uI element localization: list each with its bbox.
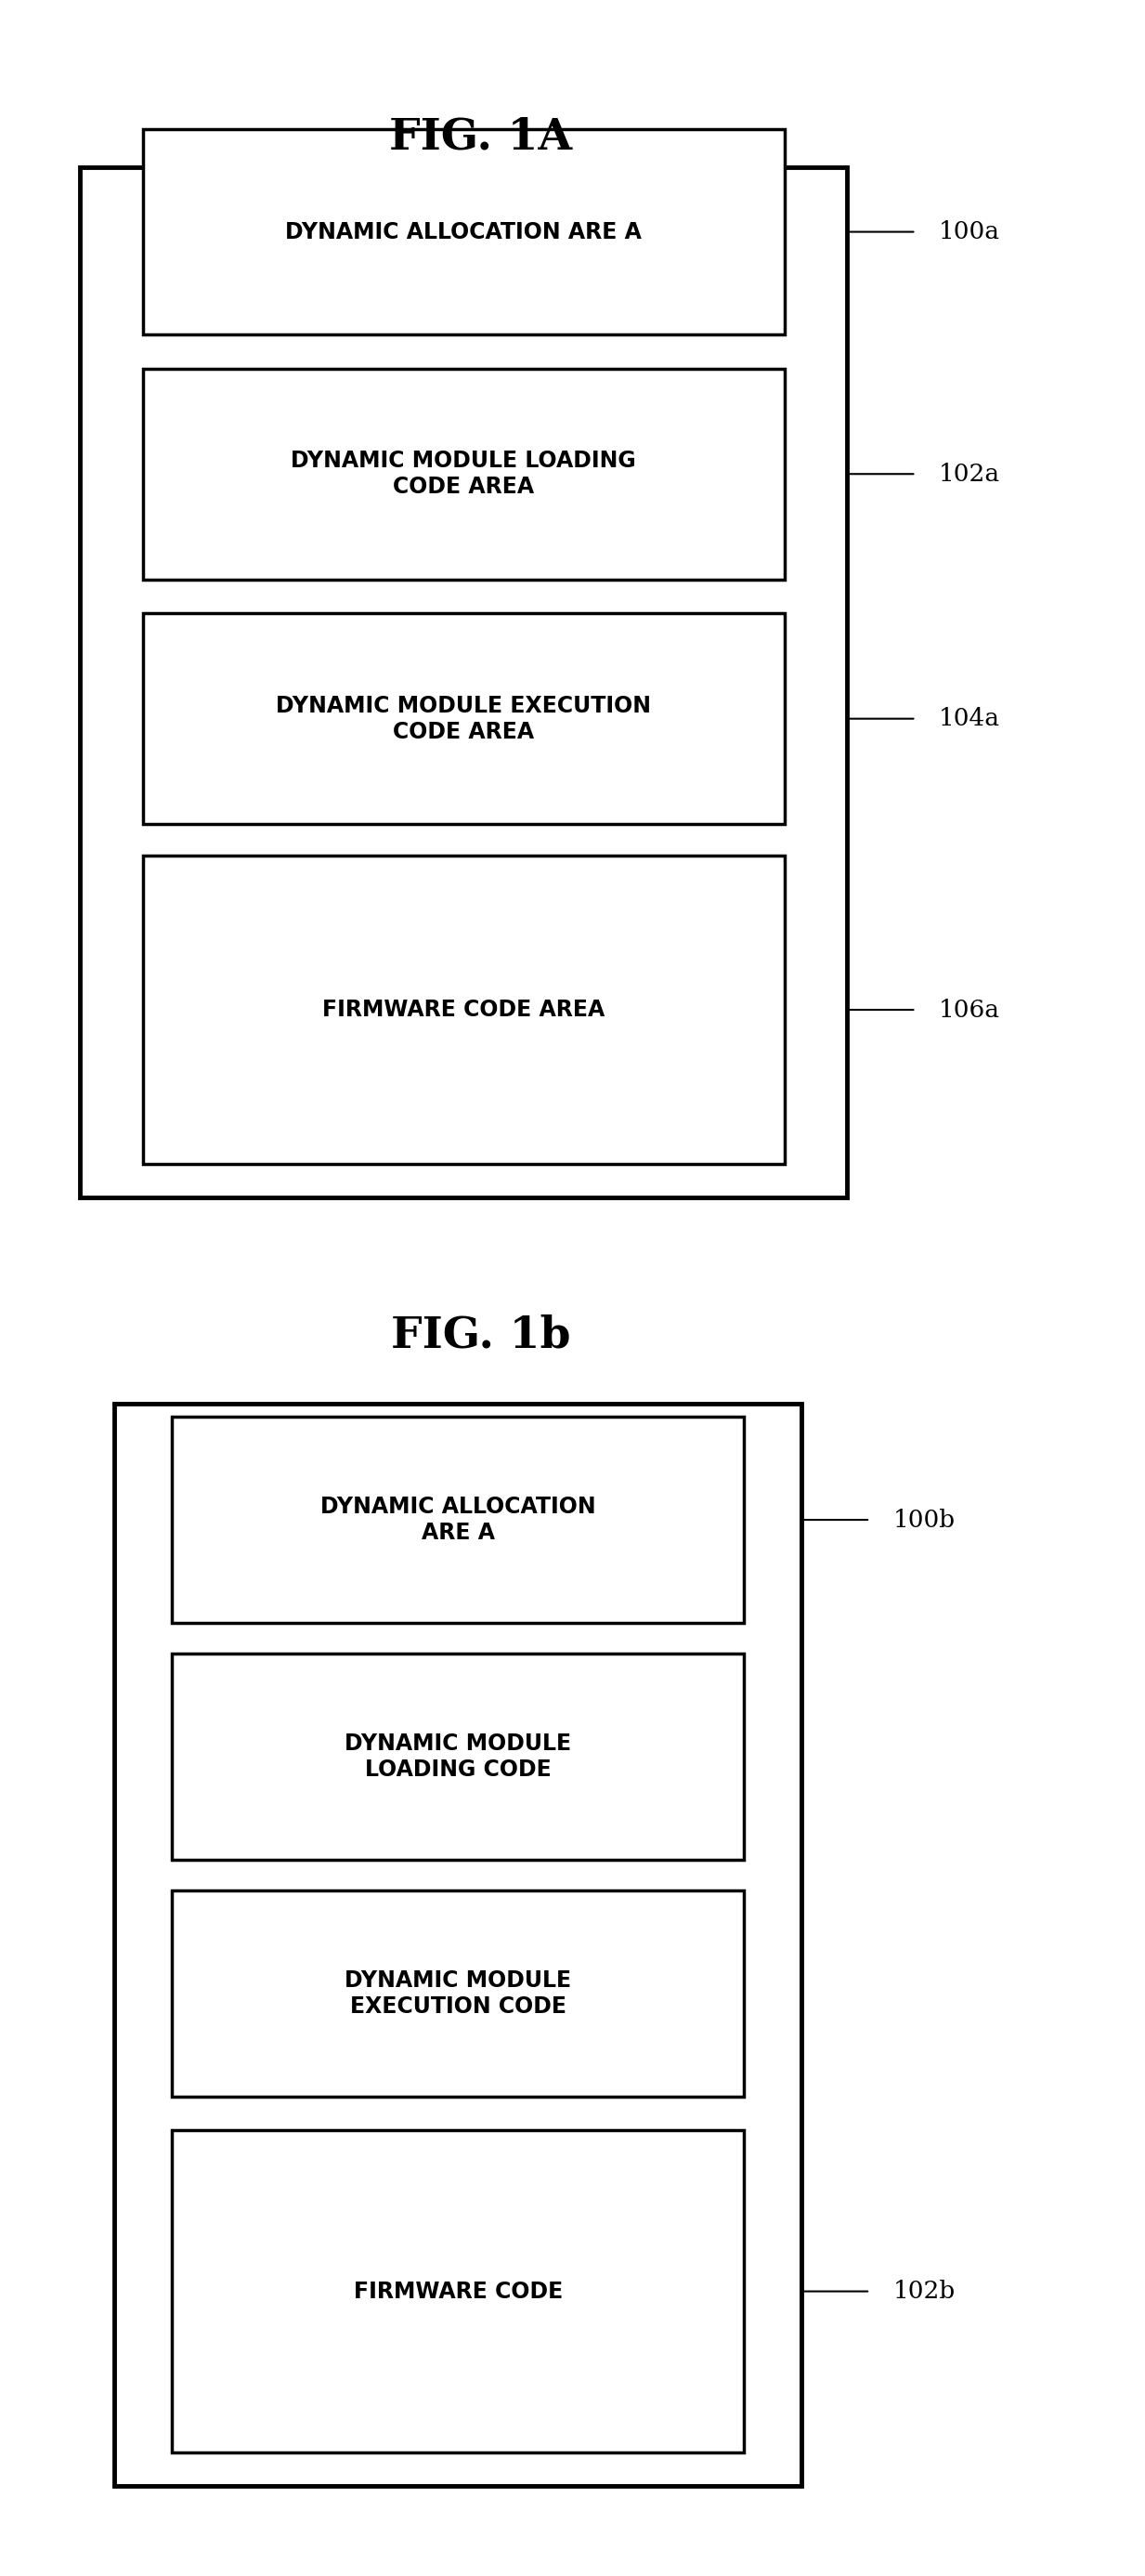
Text: DYNAMIC MODULE LOADING
CODE AREA: DYNAMIC MODULE LOADING CODE AREA (291, 451, 637, 497)
Text: 100b: 100b (893, 1507, 955, 1533)
Bar (80, 167, 847, 1198)
Bar (143, 613, 784, 824)
Text: DYNAMIC MODULE EXECUTION
CODE AREA: DYNAMIC MODULE EXECUTION CODE AREA (276, 696, 652, 742)
Text: 100a: 100a (939, 219, 1001, 245)
Text: 106a: 106a (939, 997, 1001, 1023)
Bar (172, 1654, 744, 1860)
Text: DYNAMIC ALLOCATION
ARE A: DYNAMIC ALLOCATION ARE A (321, 1497, 595, 1543)
Text: 102a: 102a (939, 461, 1001, 487)
Bar (115, 1404, 802, 2486)
Bar (172, 2130, 744, 2452)
Text: 104a: 104a (939, 706, 1001, 732)
Text: DYNAMIC MODULE
LOADING CODE: DYNAMIC MODULE LOADING CODE (345, 1734, 571, 1780)
Text: FIG. 1b: FIG. 1b (392, 1314, 570, 1358)
Bar (172, 1891, 744, 2097)
Text: FIRMWARE CODE AREA: FIRMWARE CODE AREA (323, 999, 605, 1020)
Bar (143, 129, 784, 335)
Bar (143, 855, 784, 1164)
Text: 102b: 102b (893, 2280, 956, 2303)
Text: FIG. 1A: FIG. 1A (389, 116, 572, 160)
Bar (143, 368, 784, 580)
Text: FIRMWARE CODE: FIRMWARE CODE (354, 2280, 562, 2303)
Text: DYNAMIC MODULE
EXECUTION CODE: DYNAMIC MODULE EXECUTION CODE (345, 1971, 571, 2017)
Bar (172, 1417, 744, 1623)
Text: DYNAMIC ALLOCATION ARE A: DYNAMIC ALLOCATION ARE A (285, 222, 642, 242)
